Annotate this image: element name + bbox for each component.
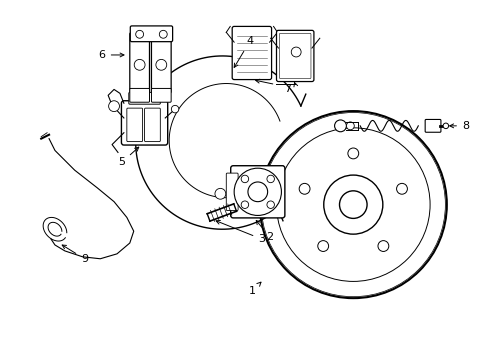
FancyBboxPatch shape [126,108,142,141]
Circle shape [317,240,328,251]
Circle shape [323,175,382,234]
FancyBboxPatch shape [129,89,149,102]
Circle shape [156,59,166,70]
Circle shape [377,240,388,251]
Text: 7: 7 [283,84,290,94]
Circle shape [266,201,274,208]
Circle shape [442,123,447,129]
FancyBboxPatch shape [230,166,285,218]
Text: 9: 9 [62,245,88,264]
FancyBboxPatch shape [121,101,167,145]
FancyBboxPatch shape [128,93,160,104]
FancyBboxPatch shape [129,32,149,93]
Circle shape [136,30,143,38]
Circle shape [347,148,358,159]
Circle shape [171,105,179,113]
Circle shape [134,59,145,70]
Circle shape [334,120,346,132]
Text: 3: 3 [216,220,264,244]
FancyBboxPatch shape [130,26,172,42]
FancyBboxPatch shape [151,32,171,93]
FancyBboxPatch shape [276,30,313,82]
Circle shape [266,175,274,183]
FancyBboxPatch shape [424,120,440,132]
Circle shape [215,188,225,199]
FancyBboxPatch shape [144,108,160,141]
Circle shape [241,175,248,183]
Text: 5: 5 [118,147,139,167]
Text: 1: 1 [248,282,261,296]
Circle shape [299,183,309,194]
Text: 4: 4 [234,36,253,67]
Circle shape [234,168,281,215]
Circle shape [339,191,366,219]
Text: 6: 6 [99,50,124,60]
Text: 2: 2 [256,220,273,242]
FancyBboxPatch shape [232,26,271,80]
Circle shape [159,30,167,38]
Circle shape [396,183,407,194]
Circle shape [259,111,446,298]
FancyBboxPatch shape [151,89,171,102]
Circle shape [108,101,119,112]
Text: 8: 8 [449,121,468,131]
Circle shape [247,182,267,202]
Circle shape [241,201,248,208]
FancyBboxPatch shape [226,173,238,211]
Circle shape [346,122,353,130]
Circle shape [291,47,301,57]
